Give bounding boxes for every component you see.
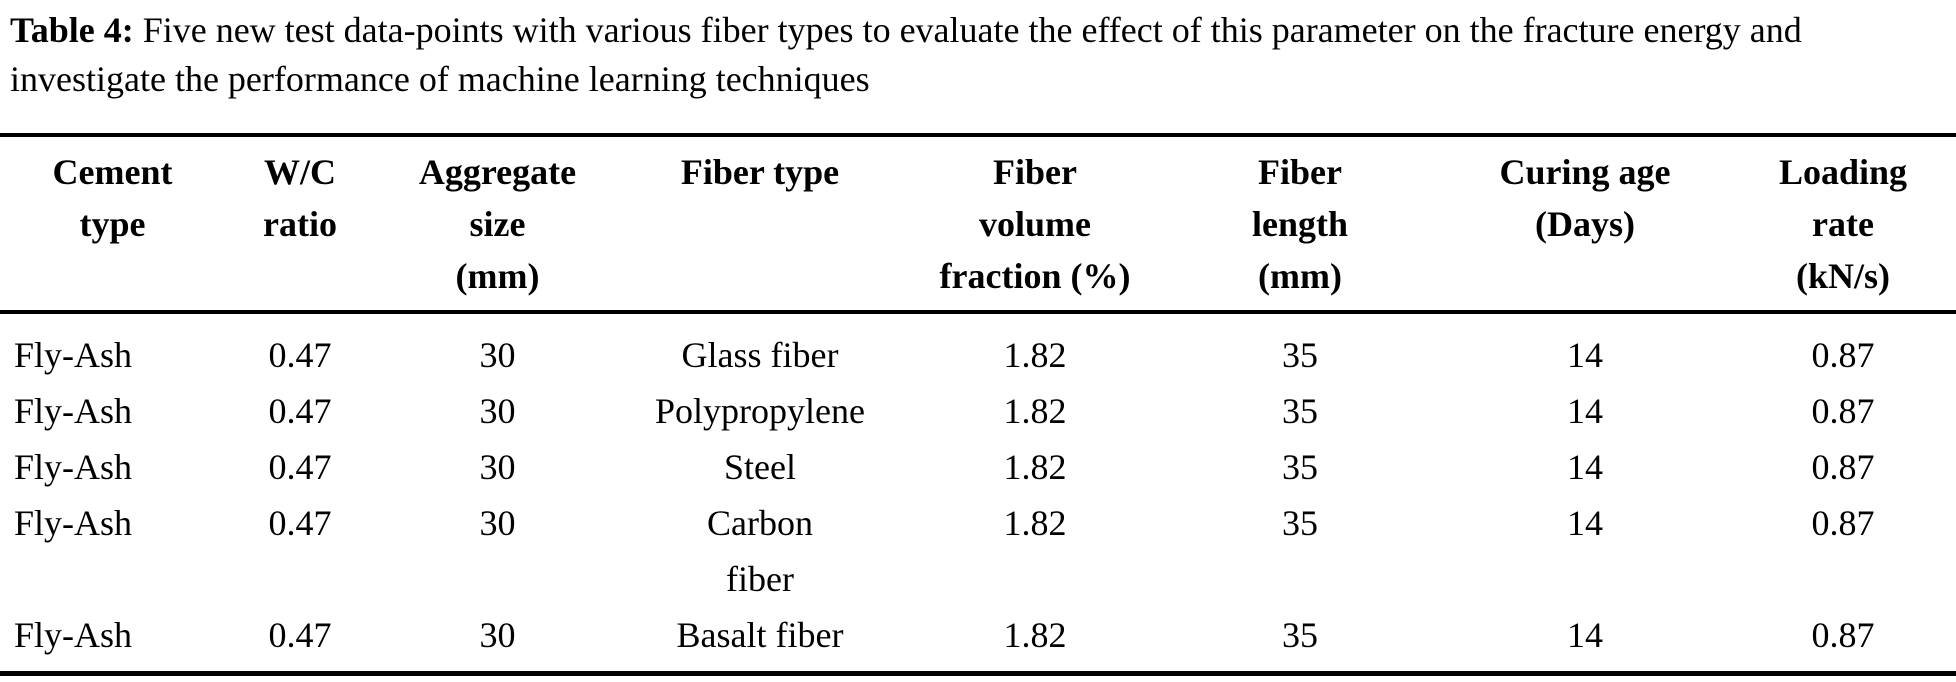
table-cell: 0.47	[268, 447, 332, 487]
table-cell: Fly-Ash	[14, 615, 133, 655]
table-row: Fly-Ash 0.47 30 Carbon fiber 1.82 35 14 …	[0, 495, 1956, 607]
table-cell: Fly-Ash	[14, 503, 133, 543]
table-cell: 35	[1282, 447, 1318, 487]
table-cell: 14	[1567, 447, 1603, 487]
table-cell: Polypropylene	[655, 391, 865, 431]
table-row: Fly-Ash 0.47 30 Steel 1.82 35 14 0.87	[0, 439, 1956, 495]
column-header-fiber-length: Fiber length (mm)	[1251, 152, 1348, 296]
column-header-aggregate-size: Aggregate size (mm)	[418, 152, 577, 296]
table-cell: Fly-Ash	[14, 447, 133, 487]
table-cell: 35	[1282, 335, 1318, 375]
table-cell: 14	[1567, 391, 1603, 431]
table-cell: Carbon fiber	[707, 503, 813, 599]
table-cell: Basalt fiber	[676, 615, 844, 655]
table-cell: 1.82	[1003, 615, 1067, 655]
data-table: Cement type W/C ratio Aggregate size (mm…	[0, 133, 1956, 676]
table-cell: 0.87	[1811, 503, 1875, 543]
table-cell: 30	[479, 391, 516, 431]
table-cell: 14	[1567, 335, 1603, 375]
table-cell: 0.47	[268, 335, 332, 375]
table-row: Fly-Ash 0.47 30 Basalt fiber 1.82 35 14 …	[0, 607, 1956, 674]
table-cell: 0.47	[268, 615, 332, 655]
table-cell: 35	[1282, 503, 1318, 543]
table-row: Fly-Ash 0.47 30 Glass fiber 1.82 35 14 0…	[0, 312, 1956, 383]
table-cell: Steel	[724, 447, 796, 487]
table-cell: 35	[1282, 615, 1318, 655]
table-cell: Glass fiber	[681, 335, 839, 375]
table-cell: 30	[479, 615, 516, 655]
table-cell: 1.82	[1003, 335, 1067, 375]
column-header-fiber-volume-fraction: Fiber volume fraction (%)	[939, 152, 1131, 296]
table-caption: Table 4: Five new test data-points with …	[0, 0, 1956, 104]
table-cell: 14	[1567, 615, 1603, 655]
table-cell: 14	[1567, 503, 1603, 543]
column-header-curing-age: Curing age (Days)	[1499, 152, 1671, 244]
table-cell: 30	[479, 503, 516, 543]
column-header-cement-type: Cement type	[52, 152, 173, 244]
table-cell: 1.82	[1003, 503, 1067, 543]
table-cell: 0.87	[1811, 391, 1875, 431]
table-cell: 30	[479, 335, 516, 375]
table-header-row: Cement type W/C ratio Aggregate size (mm…	[0, 135, 1956, 312]
table-cell: 0.87	[1811, 615, 1875, 655]
table-cell: Fly-Ash	[14, 391, 133, 431]
table-cell: 0.47	[268, 503, 332, 543]
table-row: Fly-Ash 0.47 30 Polypropylene 1.82 35 14…	[0, 383, 1956, 439]
table-cell: 35	[1282, 391, 1318, 431]
column-header-loading-rate: Loading rate (kN/s)	[1778, 152, 1908, 296]
table-cell: 0.47	[268, 391, 332, 431]
table-cell: Fly-Ash	[14, 335, 133, 375]
table-cell: 1.82	[1003, 447, 1067, 487]
table-cell: 0.87	[1811, 335, 1875, 375]
table-cell: 30	[479, 447, 516, 487]
table-cell: 1.82	[1003, 391, 1067, 431]
caption-text: Five new test data-points with various f…	[10, 10, 1802, 99]
column-header-wc-ratio: W/C ratio	[263, 152, 337, 244]
caption-label: Table 4:	[10, 10, 134, 50]
table-cell: 0.87	[1811, 447, 1875, 487]
column-header-fiber-type: Fiber type	[680, 152, 840, 192]
